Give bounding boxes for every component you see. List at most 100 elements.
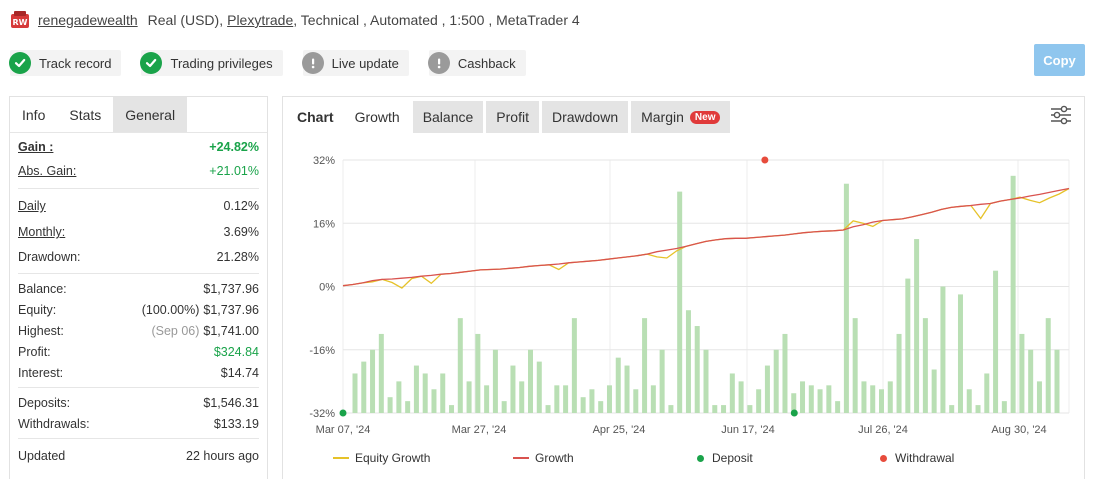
stat-profit: Profit: $324.84 xyxy=(18,341,259,362)
legend-withdrawal[interactable]: Withdrawal xyxy=(876,451,954,465)
tab-drawdown[interactable]: Drawdown xyxy=(541,101,629,133)
stat-value: 3.69% xyxy=(223,225,259,239)
growth-line xyxy=(342,187,1070,287)
profit-bar xyxy=(642,318,648,413)
stat-label: Withdrawals: xyxy=(18,416,90,431)
x-tick-label: Jul 26, '24 xyxy=(858,424,908,436)
tab-info[interactable]: Info xyxy=(22,106,46,123)
profit-bar xyxy=(843,183,849,413)
stat-deposits: Deposits: $1,546.31 xyxy=(18,392,259,413)
profit-bar xyxy=(756,389,762,413)
x-tick-label: Mar 27, '24 xyxy=(452,424,507,436)
profit-bar xyxy=(957,294,963,413)
stat-abs-gain: Abs. Gain: +21.01% xyxy=(18,157,259,184)
legend-growth[interactable]: Growth xyxy=(513,451,574,465)
stat-value: +24.82% xyxy=(209,139,259,154)
badge-trading-privileges[interactable]: Trading privileges xyxy=(140,50,283,76)
legend-equity-growth[interactable]: Equity Growth xyxy=(333,451,430,465)
profit-bar xyxy=(571,318,577,413)
profit-bar xyxy=(510,365,516,413)
stat-label[interactable]: Abs. Gain: xyxy=(18,163,77,178)
profit-bar xyxy=(694,326,700,413)
badge-live-update[interactable]: Live update xyxy=(301,50,409,76)
y-tick-label: 0% xyxy=(319,282,335,294)
profit-bar xyxy=(1010,175,1016,413)
stat-value-group: (Sep 06) $1,741.00 xyxy=(151,324,259,338)
account-details: , Technical , Automated , 1:500 , MetaTr… xyxy=(293,12,580,28)
account-name-link[interactable]: renegadewealth xyxy=(38,12,138,28)
y-tick-label: -16% xyxy=(309,345,335,357)
stat-label: Interest: xyxy=(18,365,64,380)
profit-bar xyxy=(887,381,893,413)
profit-bar xyxy=(650,385,656,413)
stat-highest: Highest: (Sep 06) $1,741.00 xyxy=(18,320,259,341)
profit-bar xyxy=(835,401,841,413)
profit-bar xyxy=(492,349,498,413)
profit-bar xyxy=(449,405,455,413)
copy-button[interactable]: Copy xyxy=(1034,44,1085,76)
profit-bar xyxy=(879,389,884,413)
profit-bar xyxy=(606,385,612,413)
broker-link[interactable]: Plexytrade xyxy=(227,12,294,28)
stats-tabs: Info Stats General xyxy=(10,97,267,133)
growth-chart: 32% 16% 0% -16% -32% Mar 07, '24 Mar 27, '24 Ap… xyxy=(309,155,1070,436)
stat-label[interactable]: Daily xyxy=(18,199,46,213)
profit-bar xyxy=(501,401,507,413)
stat-drawdown: Drawdown: 21.28% xyxy=(18,245,259,269)
badge-label: Cashback xyxy=(457,55,516,71)
new-badge: New xyxy=(689,110,721,124)
stat-value: $1,737.96 xyxy=(203,281,259,296)
profit-bar xyxy=(440,373,446,413)
profit-bar xyxy=(773,349,779,413)
profit-bar xyxy=(712,405,718,413)
stat-label[interactable]: Gain : xyxy=(18,139,54,154)
deposit-marker xyxy=(790,409,798,417)
tab-stats[interactable]: Stats xyxy=(57,97,114,132)
stat-label: Updated xyxy=(18,449,66,463)
legend-deposit[interactable]: Deposit xyxy=(693,451,753,465)
divider xyxy=(18,273,259,274)
stat-value: 21.28% xyxy=(216,250,259,264)
badge-track-record[interactable]: Track record xyxy=(9,50,122,76)
stat-balance: Balance: $1,737.96 xyxy=(18,278,259,299)
stat-label: Equity: xyxy=(18,302,57,317)
profit-bar xyxy=(817,389,823,413)
profit-bar xyxy=(387,397,393,413)
chart-panel: Chart Growth Balance Profit Drawdown Mar… xyxy=(282,96,1085,479)
profit-bar xyxy=(826,385,832,413)
stat-label[interactable]: Monthly: xyxy=(18,225,66,239)
chart-settings-icon[interactable] xyxy=(1050,105,1072,125)
profit-bar xyxy=(484,385,490,413)
stat-label: Drawdown: xyxy=(18,250,81,264)
stat-label: Profit: xyxy=(18,344,51,359)
profit-bar xyxy=(984,373,990,413)
chart-tabs: Chart Growth Balance Profit Drawdown Mar… xyxy=(283,97,1084,133)
badge-cashback[interactable]: Cashback xyxy=(427,50,526,76)
profit-bar xyxy=(615,357,621,413)
stat-monthly: Monthly: 3.69% xyxy=(18,219,259,245)
account-type: Real (USD), xyxy=(147,12,224,28)
tab-balance[interactable]: Balance xyxy=(412,101,484,133)
profit-bar xyxy=(554,385,560,413)
profit-bar xyxy=(861,381,867,413)
profit-bar xyxy=(852,318,858,413)
tab-general[interactable]: General xyxy=(113,97,188,132)
tab-growth[interactable]: Growth xyxy=(344,101,410,133)
stat-label: Balance: xyxy=(18,281,67,296)
profit-bar xyxy=(1045,318,1051,413)
stat-equity: Equity: (100.00%) $1,737.96 xyxy=(18,299,259,320)
profit-bar xyxy=(922,318,928,413)
profit-bar xyxy=(545,405,551,413)
x-tick-label: Jun 17, '24 xyxy=(721,424,774,436)
x-tick-label: Apr 25, '24 xyxy=(593,424,646,436)
account-logo-icon: RW xyxy=(10,10,30,30)
tab-profit[interactable]: Profit xyxy=(486,101,539,133)
profit-bar xyxy=(361,361,367,413)
tab-margin[interactable]: Margin New xyxy=(631,101,731,133)
profit-bar xyxy=(685,310,691,413)
profit-bar xyxy=(466,381,472,413)
profit-bar xyxy=(598,401,604,413)
status-badges: Track record Trading privileges Live upd… xyxy=(9,50,526,76)
profit-bar xyxy=(405,401,411,413)
profit-bar xyxy=(905,278,911,413)
